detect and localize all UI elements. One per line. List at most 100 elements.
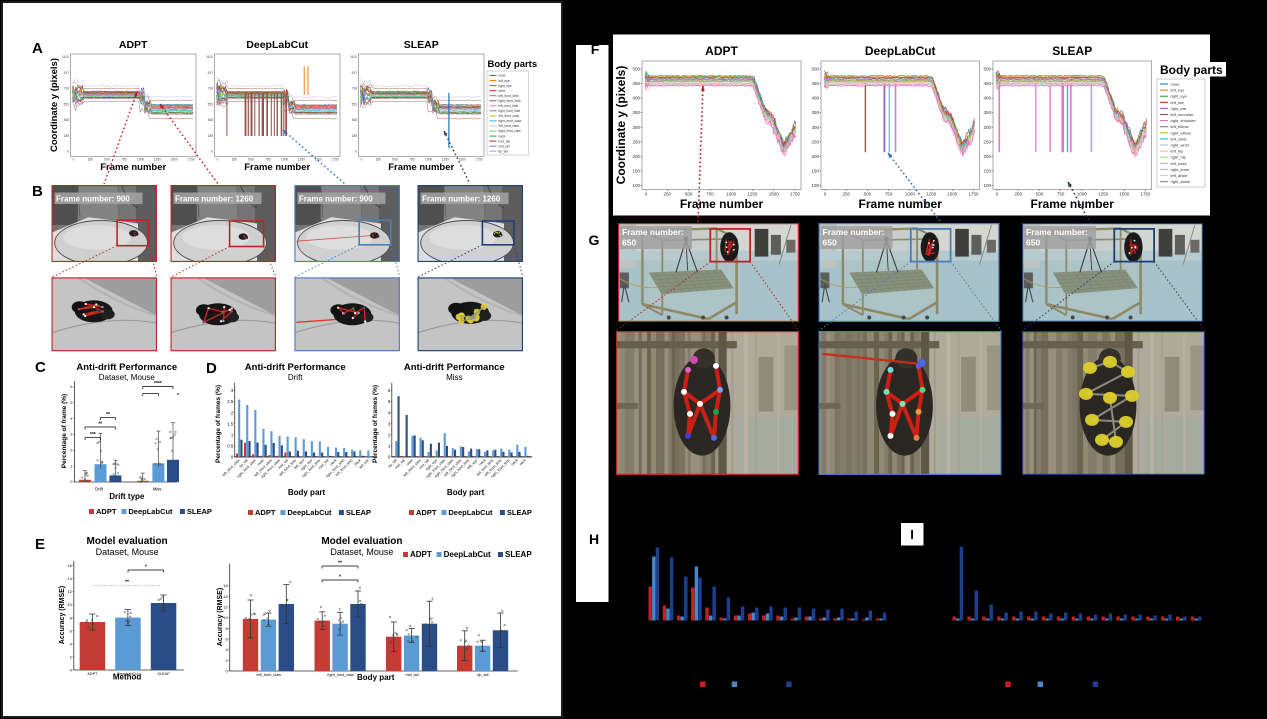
svg-text:750: 750 [706,192,714,197]
svg-text:5: 5 [388,399,391,404]
svg-text:Frame number: 900: Frame number: 900 [56,195,130,204]
svg-text:right_eye: right_eye [499,84,512,88]
svg-text:Frame number:: Frame number: [622,227,684,237]
svg-text:4: 4 [70,641,73,646]
svg-text:mid_tail: mid_tail [499,144,510,148]
svg-text:10: 10 [223,615,228,620]
svg-text:0: 0 [361,158,363,162]
svg-text:1250: 1250 [154,158,161,162]
svg-text:mid_tail: mid_tail [405,673,418,677]
svg-text:1: 1 [231,432,234,437]
svg-text:1250: 1250 [747,192,758,197]
svg-text:1000: 1000 [726,192,737,197]
svg-text:368: 368 [208,118,214,122]
svg-text:250: 250 [842,192,850,197]
svg-text:Body part: Body part [357,673,395,682]
svg-text:200: 200 [811,154,819,159]
svg-text:Frame number: Frame number [388,162,454,173]
svg-text:6: 6 [70,384,73,389]
svg-text:500: 500 [983,67,991,72]
svg-text:750: 750 [265,158,271,162]
svg-text:nose: nose [405,458,413,466]
svg-text:368: 368 [64,118,70,122]
svg-text:right_front_limb: right_front_limb [499,99,521,103]
svg-text:1750: 1750 [1140,192,1151,197]
svg-text:Drift: Drift [95,487,104,492]
svg-text:SLEAP: SLEAP [507,508,532,517]
svg-text:500: 500 [248,158,254,162]
svg-text:100: 100 [811,183,819,188]
svg-text:neck: neck [519,458,527,466]
svg-text:2.5: 2.5 [227,399,233,404]
svg-text:500: 500 [811,67,819,72]
svg-text:F: F [591,41,600,57]
svg-text:neck: neck [478,458,486,466]
svg-text:Method: Method [113,673,142,682]
svg-text:16: 16 [67,563,72,568]
svg-text:185: 185 [208,134,214,138]
svg-text:1750: 1750 [475,158,482,162]
svg-text:12: 12 [67,589,72,594]
svg-text:1750: 1750 [968,192,979,197]
svg-text:left_elbow: left_elbow [1171,124,1189,129]
svg-text:****: **** [154,381,162,387]
svg-text:1250: 1250 [926,192,937,197]
svg-text:0: 0 [70,668,73,673]
svg-text:Dataset, Mouse: Dataset, Mouse [96,547,159,557]
svg-text:100: 100 [632,183,640,188]
svg-text:1.5: 1.5 [227,421,233,426]
svg-text:mid_tail: mid_tail [277,458,289,470]
svg-text:1250: 1250 [1098,192,1109,197]
svg-text:right_ear: right_ear [1171,106,1187,111]
svg-text:left_eye: left_eye [1171,88,1186,93]
svg-text:**: ** [338,561,342,567]
svg-text:DeepLabCut: DeepLabCut [865,44,936,58]
svg-text:8: 8 [225,626,228,631]
svg-text:Percentage of frames (%): Percentage of frames (%) [215,385,222,463]
svg-text:250: 250 [811,139,819,144]
svg-text:Dataset, Mouse: Dataset, Mouse [99,373,156,382]
svg-text:tip_tail: tip_tail [388,458,398,468]
svg-text:734: 734 [208,87,214,91]
svg-text:right_eye: right_eye [1171,94,1188,99]
svg-text:SLEAP: SLEAP [187,507,212,516]
svg-text:2: 2 [225,658,228,663]
svg-text:5: 5 [70,400,73,405]
svg-text:12: 12 [223,605,228,610]
svg-text:nose: nose [499,74,506,78]
svg-text:0: 0 [225,669,228,674]
svg-text:Drift: Drift [288,373,303,382]
svg-text:1000: 1000 [281,158,288,162]
svg-text:250: 250 [232,158,238,162]
svg-text:1250: 1250 [442,158,449,162]
svg-text:*: * [145,565,147,571]
svg-text:500: 500 [632,67,640,72]
svg-text:300: 300 [811,125,819,130]
svg-text:500: 500 [392,158,398,162]
svg-text:C: C [35,359,46,376]
svg-text:Anti-drift Performance: Anti-drift Performance [245,362,346,373]
svg-text:4: 4 [225,647,228,652]
svg-text:Frame number: Frame number [859,197,943,211]
svg-text:400: 400 [983,96,991,101]
svg-text:ADPT: ADPT [416,508,437,517]
svg-text:DeepLabCut: DeepLabCut [246,39,308,51]
svg-text:right_hind_claw: right_hind_claw [327,673,354,677]
svg-text:Body parts: Body parts [1160,63,1223,77]
svg-text:right_hind_limb: right_hind_limb [499,109,521,113]
svg-text:750: 750 [885,192,893,197]
svg-text:551: 551 [352,103,358,107]
svg-text:left_front_claw: left_front_claw [499,114,520,118]
svg-text:right_elbow: right_elbow [1171,130,1192,135]
svg-text:back: back [353,458,361,466]
svg-text:G: G [589,232,600,248]
svg-text:***: *** [90,432,96,438]
svg-text:1: 1 [70,463,73,468]
svg-text:1100: 1100 [206,55,213,59]
svg-text:2: 2 [70,654,73,659]
svg-text:200: 200 [632,154,640,159]
svg-text:I: I [910,527,914,542]
svg-text:Frame number:: Frame number: [1026,227,1088,237]
svg-text:Frame number: Frame number [680,197,764,211]
svg-text:left_shoulder: left_shoulder [1171,112,1195,117]
